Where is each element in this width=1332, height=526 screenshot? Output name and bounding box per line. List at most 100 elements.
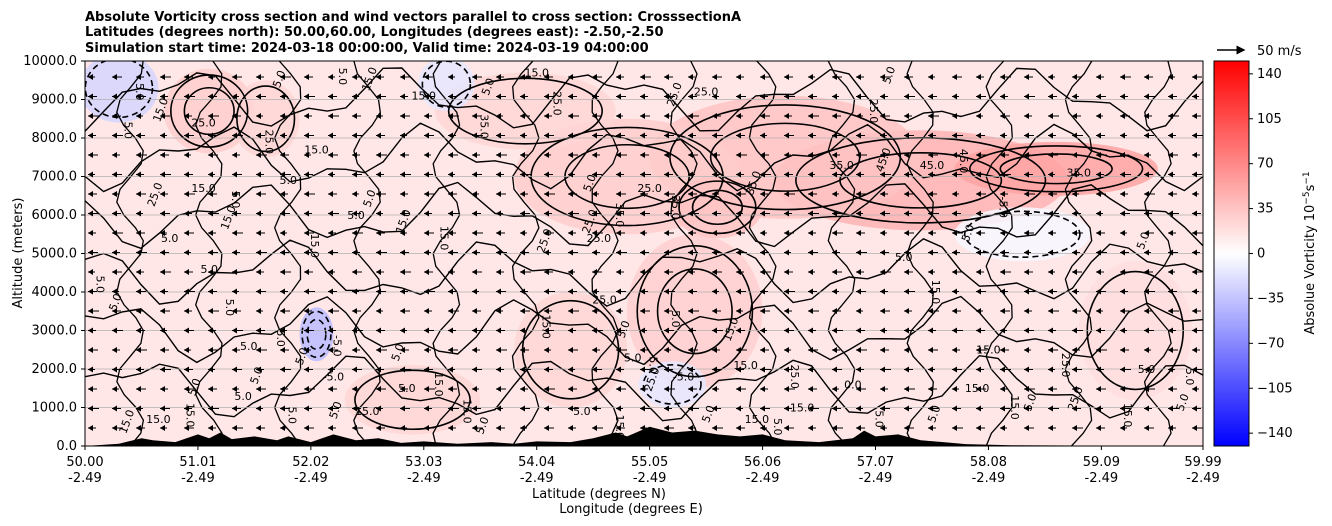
wind-arrow-head	[1120, 210, 1125, 217]
wind-arrow-head	[760, 93, 765, 100]
wind-arrow-head	[568, 132, 573, 139]
wind-arrow-head	[352, 327, 357, 334]
wind-arrow-head	[568, 230, 573, 236]
wind-arrow-head	[808, 132, 813, 139]
wind-arrow-head	[568, 269, 573, 275]
wind-arrow-head	[856, 171, 861, 178]
wind-arrow-head	[1000, 152, 1005, 158]
wind-vectors	[88, 74, 1203, 431]
wind-arrow-head	[688, 132, 693, 139]
wind-arrow-head	[712, 386, 717, 392]
wind-arrow-head	[136, 191, 141, 197]
contour-label: 15.0	[929, 280, 942, 305]
wind-arrow-head	[616, 425, 621, 431]
wind-arrow-head	[520, 113, 525, 119]
wind-arrow-head	[376, 386, 381, 392]
wind-arrow-head	[472, 74, 477, 80]
wind-arrow-head	[856, 288, 861, 295]
wind-arrow-head	[448, 93, 453, 100]
contour-label: 5.0	[479, 76, 497, 97]
wind-arrow-head	[448, 327, 453, 334]
wind-arrow-head	[904, 132, 909, 139]
wind-arrow-head	[736, 230, 741, 236]
contour-line-13	[301, 310, 332, 359]
wind-arrow-head	[256, 347, 261, 353]
wind-arrow-head	[352, 74, 357, 80]
wind-arrow-head	[592, 171, 597, 178]
wind-arrow-head	[1168, 405, 1173, 412]
wind-arrow-head	[376, 308, 381, 314]
wind-arrow-head	[232, 308, 237, 314]
wind-arrow-head	[592, 386, 597, 392]
quiver-key-label: 50 m/s	[1257, 44, 1302, 59]
wind-arrow-head	[1192, 386, 1197, 392]
wind-arrow-head	[1144, 210, 1149, 217]
y-tick-label: 5000.0	[32, 247, 78, 262]
wind-arrow-head	[304, 288, 309, 295]
wind-arrow-head	[1048, 152, 1053, 158]
wind-arrow-head	[1024, 132, 1029, 139]
wind-arrow-head	[1168, 347, 1173, 353]
wind-arrow-head	[448, 210, 453, 217]
fill-region-6	[164, 68, 255, 154]
wind-arrow-head	[1096, 327, 1101, 334]
wind-arrow-head	[688, 171, 693, 178]
contour-label: 15.0	[745, 413, 770, 426]
wind-arrow-head	[1144, 132, 1149, 139]
fill-region-1	[954, 141, 1158, 196]
contour-band-1	[85, 295, 1203, 366]
wind-arrow-head	[376, 132, 381, 139]
contour-label: 5.0	[647, 356, 660, 374]
wind-arrow-head	[328, 210, 333, 217]
wind-arrow-head	[448, 191, 453, 197]
wind-arrow-head	[88, 308, 93, 314]
wind-arrow-head	[616, 347, 621, 353]
wind-arrow-head	[712, 210, 717, 217]
wind-arrow-head	[904, 152, 909, 158]
wind-arrow-head	[1144, 93, 1149, 100]
wind-arrow-head	[688, 152, 693, 158]
wind-arrow-head	[496, 347, 501, 353]
wind-arrow-head	[376, 230, 381, 236]
wind-arrow-head	[112, 366, 117, 373]
wind-arrow-head	[280, 347, 285, 353]
wind-arrow-head	[784, 210, 789, 217]
wind-arrow-head	[112, 152, 117, 158]
wind-arrow-head	[1120, 269, 1125, 275]
wind-arrow-head	[1024, 288, 1029, 295]
wind-arrow-head	[160, 249, 165, 256]
x-tick-label-lon: -2.49	[1186, 471, 1220, 486]
wind-arrow-head	[1000, 249, 1005, 256]
wind-arrow-head	[808, 366, 813, 373]
wind-arrow-head	[664, 249, 669, 256]
wind-arrow-head	[592, 249, 597, 256]
wind-arrow-head	[592, 269, 597, 275]
wind-arrow-head	[976, 327, 981, 334]
wind-arrow-head	[1000, 386, 1005, 392]
contour-label: 15.0	[304, 143, 329, 156]
wind-arrow-head	[856, 269, 861, 275]
wind-arrow-head	[328, 288, 333, 295]
wind-arrow-head	[1048, 269, 1053, 275]
contour-label: 15.0	[733, 359, 758, 372]
wind-arrow-head	[664, 171, 669, 178]
wind-arrow-head	[400, 347, 405, 353]
wind-arrow-head	[496, 308, 501, 314]
wind-arrow-head	[712, 249, 717, 256]
wind-arrow-head	[1096, 366, 1101, 373]
wind-arrow-head	[568, 191, 573, 197]
wind-arrow-head	[808, 74, 813, 80]
wind-arrow-head	[280, 152, 285, 158]
wind-arrow-head	[424, 230, 429, 236]
contour-label: 5.0	[106, 292, 124, 313]
wind-arrow-head	[136, 308, 141, 314]
wind-arrow-head	[784, 269, 789, 275]
wind-arrow-head	[208, 308, 213, 314]
wind-arrow-head	[568, 308, 573, 314]
wind-arrow-head	[304, 230, 309, 236]
wind-arrow-head	[1096, 405, 1101, 412]
wind-arrow-head	[88, 327, 93, 334]
wind-arrow-head	[328, 152, 333, 158]
wind-arrow-head	[400, 288, 405, 295]
wind-arrow-head	[472, 347, 477, 353]
